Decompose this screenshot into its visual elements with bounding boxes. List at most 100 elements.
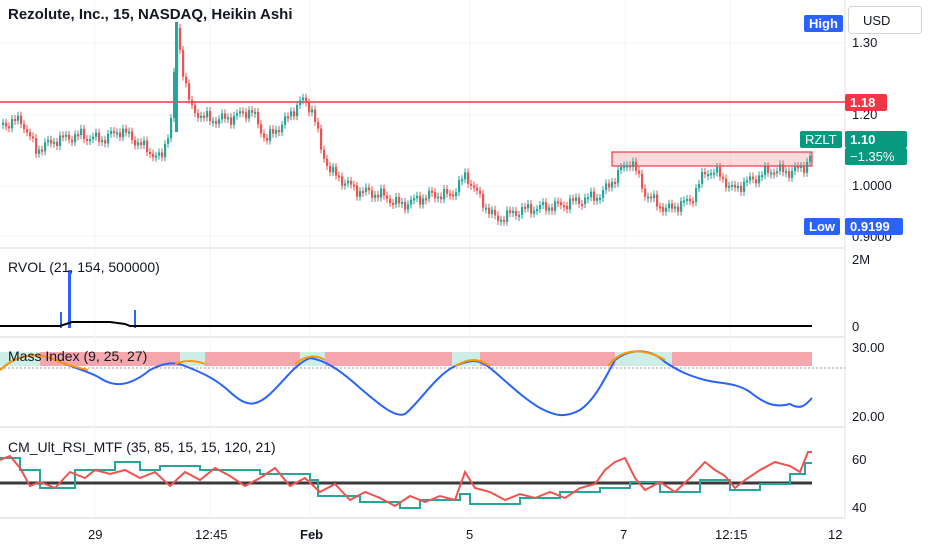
candle <box>551 207 554 211</box>
candle <box>605 183 608 191</box>
candle <box>161 152 164 158</box>
candle <box>506 210 509 222</box>
candle <box>8 126 11 129</box>
candle <box>581 203 584 206</box>
candle <box>722 176 725 179</box>
candle <box>167 138 170 144</box>
candle <box>47 139 50 143</box>
candle <box>32 136 35 139</box>
candle <box>305 97 308 103</box>
candle <box>470 183 473 186</box>
y-tick-rvol: 2M <box>852 252 871 267</box>
candle <box>296 104 299 117</box>
candle <box>362 191 365 194</box>
candle <box>773 172 776 175</box>
candle <box>263 133 266 138</box>
candle <box>806 161 809 173</box>
candle <box>626 165 629 168</box>
candle <box>491 209 494 214</box>
candle <box>590 191 593 198</box>
candle <box>329 166 332 173</box>
candle <box>497 215 500 222</box>
mass-index-label[interactable]: Mass Index (9, 25, 27) <box>8 348 148 364</box>
candle <box>155 155 158 158</box>
candle <box>623 165 626 168</box>
candle <box>233 115 236 125</box>
candle <box>494 209 497 216</box>
candle <box>386 195 389 199</box>
candle <box>251 110 254 113</box>
candle <box>41 149 44 152</box>
candle <box>23 124 26 130</box>
candle <box>755 179 758 184</box>
candle <box>44 142 47 152</box>
candle <box>38 149 41 154</box>
candle <box>479 190 482 194</box>
candle <box>20 115 23 125</box>
candle <box>140 142 143 146</box>
candle <box>533 210 536 214</box>
candle <box>716 166 719 173</box>
candle <box>353 184 356 187</box>
candle <box>110 131 113 134</box>
y-tick-mass: 20.00 <box>852 409 885 424</box>
last-price-tag: 1.10 <box>845 131 907 148</box>
candle <box>608 183 611 188</box>
candle <box>293 111 296 117</box>
candle <box>137 142 140 146</box>
candle <box>500 219 503 222</box>
candle <box>401 201 404 204</box>
candle <box>299 100 302 105</box>
candle <box>281 124 284 133</box>
supply-zone-box[interactable] <box>611 151 813 167</box>
candle <box>734 184 737 188</box>
candle <box>575 197 578 201</box>
candle <box>200 115 203 118</box>
candle <box>572 198 575 201</box>
candle <box>503 219 506 222</box>
candle <box>482 193 485 208</box>
candle <box>68 134 71 140</box>
currency-selector[interactable]: USD <box>848 6 922 34</box>
candle <box>698 183 701 189</box>
rvol-label[interactable]: RVOL (21, 154, 500000) <box>8 259 160 275</box>
candle <box>197 112 200 118</box>
candle <box>524 206 527 209</box>
candle <box>635 161 638 171</box>
candle <box>410 199 413 205</box>
candle <box>383 188 386 196</box>
candle <box>761 175 764 178</box>
rsi-label[interactable]: CM_Ult_RSI_MTF (35, 85, 15, 15, 120, 21) <box>8 439 276 455</box>
candle <box>230 117 233 125</box>
candle <box>371 190 374 198</box>
candle <box>413 198 416 201</box>
candle <box>278 129 281 133</box>
candle <box>218 119 221 124</box>
y-tick-rvol: 0 <box>852 319 860 334</box>
candle <box>485 207 488 210</box>
candle <box>179 28 182 50</box>
candle <box>743 181 746 192</box>
candle <box>701 172 704 184</box>
y-tick-rsi: 60 <box>852 452 867 467</box>
candle <box>56 141 59 147</box>
rsi-signal-line <box>0 457 812 509</box>
candle <box>686 198 689 201</box>
candle <box>512 210 515 214</box>
candle <box>215 120 218 124</box>
candle <box>707 174 710 177</box>
candle <box>62 135 65 138</box>
resistance-price-tag: 1.18 <box>845 94 887 111</box>
candle <box>131 131 134 140</box>
candle <box>758 175 761 184</box>
candle <box>509 210 512 214</box>
candle <box>749 176 752 181</box>
candle <box>311 109 314 113</box>
candle <box>158 152 161 156</box>
candle <box>578 197 581 204</box>
candle <box>461 179 464 182</box>
x-tick: 12 <box>828 527 843 542</box>
candle <box>122 128 125 138</box>
candle <box>83 128 86 140</box>
